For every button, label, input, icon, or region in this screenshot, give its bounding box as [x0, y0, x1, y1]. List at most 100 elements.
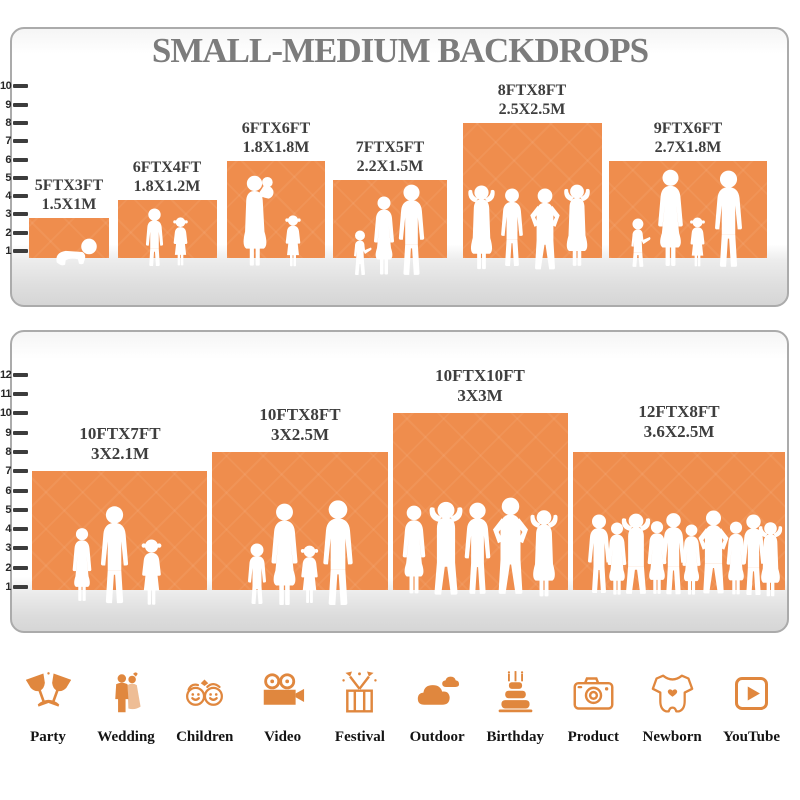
- backdrop-label-9x6: 9FTX6FT 2.7X1.8M: [654, 119, 722, 157]
- ruler-tick-label: 10: [0, 80, 12, 93]
- ruler-tick-dash: [13, 175, 28, 180]
- ruler-tick: 1: [0, 581, 28, 593]
- category-video: Video: [255, 661, 311, 746]
- backdrop-rect-7x5: [333, 180, 447, 258]
- ruler-tick-dash: [13, 411, 28, 416]
- size-ft: 6FTX4FT: [132, 159, 202, 176]
- ruler-tick: 6: [0, 484, 28, 497]
- ruler-tick-label: 5: [5, 503, 11, 516]
- ruler-bottom: 12 11 10 9 8 7 6 5 4 3 2 1: [0, 0, 34, 800]
- ruler-tick-label: 6: [5, 153, 11, 166]
- category-festival: Festival: [332, 661, 388, 746]
- size-m: 1.8X1.8M: [242, 139, 310, 157]
- category-label: Birthday: [486, 729, 544, 745]
- page-title: SMALL-MEDIUM BACKDROPS: [151, 31, 649, 70]
- ruler-tick-dash: [13, 139, 28, 144]
- category-label: YouTube: [723, 729, 780, 745]
- party-icon: [25, 672, 71, 707]
- ruler-tick-dash: [13, 449, 28, 454]
- category-product: Product: [565, 661, 621, 746]
- size-m: 2.2X1.5M: [356, 158, 424, 176]
- size-m: 3X2.5M: [270, 425, 330, 445]
- ruler-tick-label: 2: [5, 561, 11, 574]
- ruler-tick: 1: [0, 245, 28, 257]
- product-icon: [573, 677, 614, 710]
- category-outdoor: Outdoor: [409, 661, 465, 746]
- category-row: Party Wedding: [20, 661, 780, 746]
- ruler-tick-label: 10: [0, 407, 12, 420]
- ruler-tick-dash: [13, 527, 28, 532]
- ruler-tick-dash: [13, 372, 28, 377]
- category-label: Party: [30, 729, 66, 745]
- ruler-tick-dash: [13, 249, 28, 253]
- ruler-tick: 2: [0, 226, 28, 239]
- ruler-tick-dash: [13, 585, 28, 589]
- size-ft: 10FTX10FT: [435, 366, 525, 385]
- backdrop-rect-5x3: [29, 218, 109, 258]
- ruler-tick-dash: [13, 469, 28, 474]
- category-label: Video: [264, 729, 302, 745]
- ruler-tick-label: 5: [5, 171, 11, 184]
- ruler-tick: 9: [0, 426, 28, 439]
- ruler-tick-dash: [13, 84, 28, 89]
- category-wedding: Wedding: [97, 661, 155, 746]
- backdrop-label-10x10: 10FTX10FT 3X3M: [435, 366, 525, 407]
- ruler-tick: 9: [0, 98, 28, 111]
- ruler-tick-label: 7: [5, 465, 11, 478]
- ruler-tick-label: 4: [5, 523, 11, 536]
- backdrop-label-5x3: 5FTX3FT 1.5X1M: [35, 176, 103, 214]
- ruler-tick-label: 2: [5, 226, 11, 239]
- ruler-tick: 6: [0, 153, 28, 166]
- youtube-icon: [734, 677, 768, 710]
- backdrop-rect-10x7: [32, 471, 207, 590]
- size-m: 3X3M: [457, 386, 503, 406]
- ruler-tick-label: 8: [5, 445, 11, 458]
- category-party: Party: [20, 661, 76, 746]
- ruler-tick: 3: [0, 208, 28, 221]
- ruler-tick: 11: [0, 389, 28, 400]
- size-m: 1.8X1.2M: [133, 178, 201, 196]
- size-m: 2.5X2.5M: [498, 101, 566, 119]
- ruler-tick: 5: [0, 503, 28, 516]
- backdrop-label-10x8: 10FTX8FT 3X2.5M: [259, 405, 340, 446]
- ruler-tick-dash: [13, 430, 28, 435]
- ruler-tick-label: 9: [5, 426, 11, 439]
- ruler-tick-dash: [13, 507, 28, 512]
- backdrop-rect-12x8: [573, 452, 785, 590]
- ruler-tick: 5: [0, 171, 28, 184]
- ruler-tick-label: 3: [5, 208, 11, 221]
- ruler-tick-label: 1: [5, 245, 11, 257]
- ruler-tick: 2: [0, 561, 28, 574]
- ruler-tick-label: 1: [5, 581, 11, 593]
- backdrop-label-12x8: 12FTX8FT 3.6X2.5M: [638, 402, 719, 443]
- ruler-tick: 3: [0, 543, 28, 554]
- category-label: Outdoor: [409, 729, 465, 745]
- ruler-tick: 7: [0, 465, 28, 478]
- size-ft: 8FTX8FT: [497, 82, 567, 99]
- ruler-tick-dash: [13, 488, 28, 493]
- ruler-tick-label: 6: [5, 484, 11, 497]
- category-label: Product: [567, 729, 619, 745]
- ruler-tick-dash: [13, 194, 28, 199]
- ruler-tick-dash: [13, 157, 28, 162]
- ruler-tick: 10: [0, 80, 28, 93]
- ruler-tick-label: 12: [0, 368, 12, 381]
- ruler-tick: 4: [0, 191, 28, 202]
- ruler-tick-label: 9: [5, 98, 11, 111]
- size-ft: 5FTX3FT: [34, 177, 104, 194]
- backdrop-label-6x6: 6FTX6FT 1.8X1.8M: [242, 119, 310, 157]
- ruler-tick-dash: [13, 565, 28, 570]
- category-label: Children: [176, 729, 234, 745]
- size-ft: 12FTX8FT: [638, 402, 720, 421]
- children-icon: [186, 679, 224, 706]
- category-youtube: YouTube: [723, 661, 780, 746]
- size-ft: 10FTX7FT: [79, 424, 161, 443]
- video-icon: [263, 673, 305, 705]
- size-m: 2.7X1.8M: [654, 139, 722, 157]
- backdrop-label-10x7: 10FTX7FT 3X2.1M: [79, 424, 160, 465]
- backdrop-rect-6x6: [227, 161, 325, 258]
- ruler-tick: 8: [0, 445, 28, 458]
- ruler-tick: 4: [0, 523, 28, 536]
- newborn-icon: [651, 674, 693, 713]
